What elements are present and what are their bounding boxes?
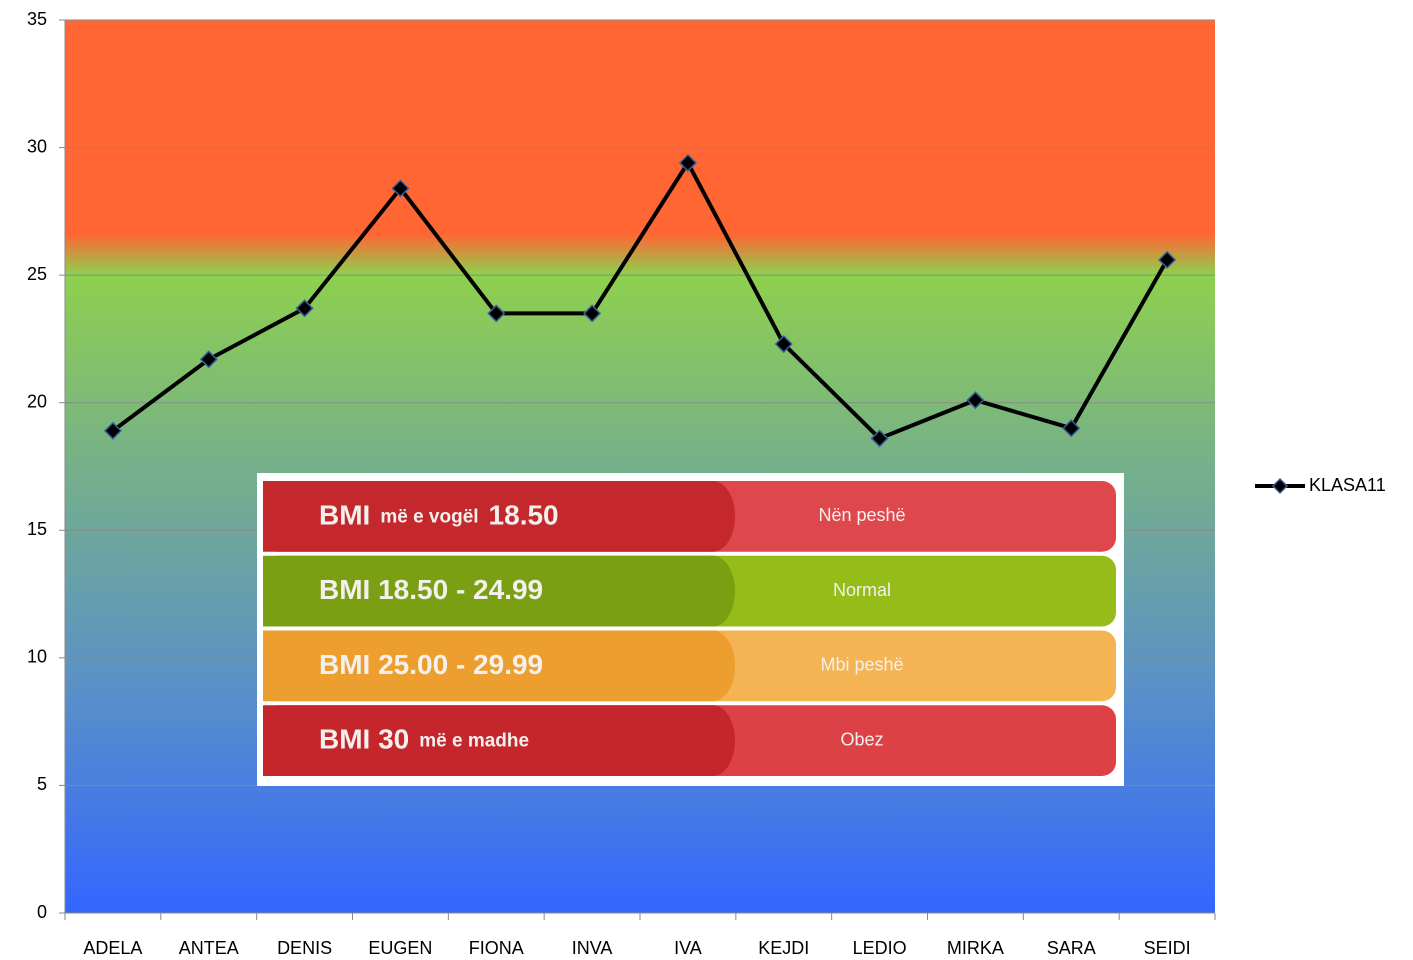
- inset-right-text: Obez: [840, 729, 883, 749]
- inset-row-join: [691, 631, 735, 702]
- inset-text-part: më e madhe: [419, 731, 529, 752]
- page: 0 5 10 15 20 25 30 35 ADELA ANTEA DENIS EUGEN FIONA I…: [0, 0, 1413, 960]
- x-tick-label: LEDIO: [853, 938, 907, 958]
- inset-text-part: BMI: [319, 500, 370, 531]
- x-tick-label: ADELA: [83, 938, 142, 958]
- legend-label: KLASA11: [1309, 475, 1386, 495]
- inset-right-text: Nën peshë: [818, 505, 905, 525]
- inset-left-text: BMI 18.50 - 24.99: [319, 575, 543, 606]
- x-tick-label: DENIS: [277, 938, 332, 958]
- x-tick-label: IVA: [674, 938, 702, 958]
- inset-right-text: Mbi peshë: [820, 655, 903, 675]
- legend-marker: [1273, 479, 1287, 493]
- inset-row-join: [691, 556, 735, 627]
- inset-left-text: BMI 25.00 - 29.99: [319, 649, 543, 680]
- inset-text-part: 18.50: [489, 500, 559, 531]
- y-tick-label: 35: [27, 9, 47, 29]
- x-tick-label: KEJDI: [758, 938, 809, 958]
- inset-row-join: [691, 481, 735, 552]
- y-tick-label: 0: [37, 902, 47, 922]
- y-tick-label: 10: [27, 647, 47, 667]
- y-tick-label: 5: [37, 774, 47, 794]
- chart: 0 5 10 15 20 25 30 35 ADELA ANTEA DENIS EUGEN FIONA I…: [0, 0, 1413, 960]
- x-tick-label: ANTEA: [179, 938, 239, 958]
- x-tick-label: MIRKA: [947, 938, 1004, 958]
- x-tick-label: INVA: [572, 938, 613, 958]
- inset-text-part: BMI 25.00 - 29.99: [319, 649, 543, 680]
- y-tick-label: 30: [27, 136, 47, 156]
- inset-text-part: më e vogël: [380, 506, 478, 527]
- x-tick-label: EUGEN: [368, 938, 432, 958]
- y-tick-label: 15: [27, 519, 47, 539]
- inset-row-join: [691, 705, 735, 776]
- inset-text-part: BMI 30: [319, 724, 409, 755]
- y-tick-label: 20: [27, 391, 47, 411]
- inset-text-part: BMI 18.50 - 24.99: [319, 575, 543, 606]
- x-tick-label: SARA: [1047, 938, 1096, 958]
- y-tick-label: 25: [27, 264, 47, 284]
- x-tick-label: FIONA: [469, 938, 524, 958]
- inset-right-text: Normal: [833, 580, 891, 600]
- x-tick-label: SEIDI: [1144, 938, 1191, 958]
- bmi-inset: BMI më e vogël 18.50 Nën peshë BMI 18.50 - 2…: [257, 473, 1124, 786]
